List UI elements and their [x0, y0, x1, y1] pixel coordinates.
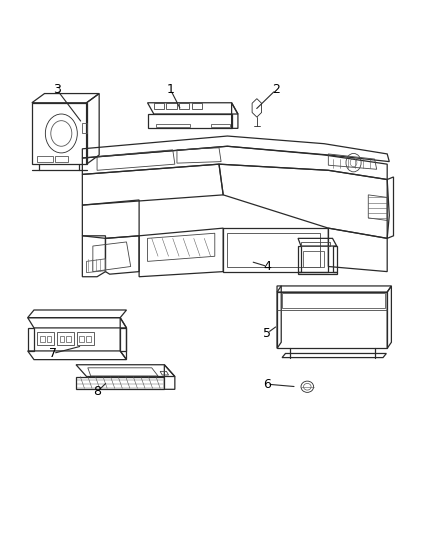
Text: 4: 4 [263, 260, 271, 273]
Text: 6: 6 [263, 378, 271, 391]
Text: 8: 8 [93, 385, 101, 398]
Text: 1: 1 [167, 84, 175, 96]
Text: 7: 7 [49, 347, 57, 360]
Text: 5: 5 [263, 327, 272, 340]
Text: 2: 2 [272, 84, 280, 96]
Text: 3: 3 [53, 84, 61, 96]
